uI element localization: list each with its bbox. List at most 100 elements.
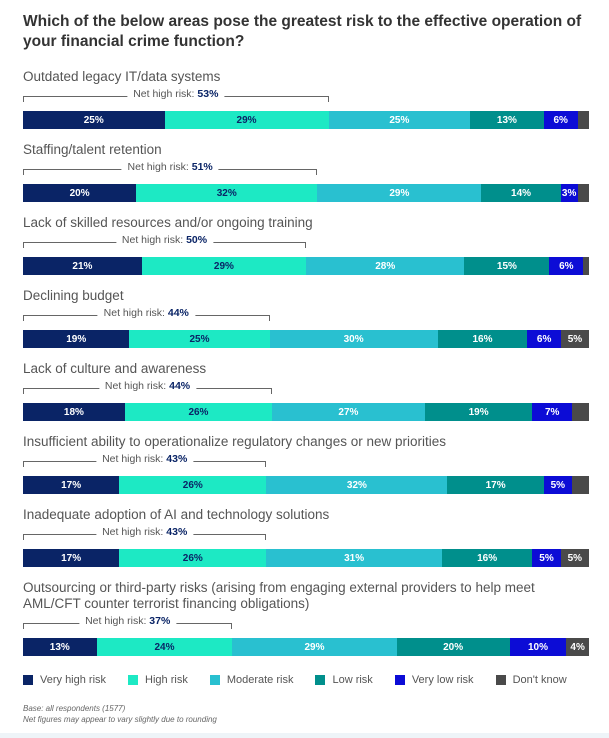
stacked-bar: 19% 25% 30% 16% 6% 5%	[23, 330, 589, 348]
bar-segment-low-risk: 20%	[396, 638, 510, 656]
bar-segment-low-risk: 14%	[481, 184, 561, 202]
net-high-risk-label: Net high risk: 44%	[97, 307, 195, 319]
bar-segment-low-risk: 13%	[470, 111, 544, 129]
net-high-risk-label: Net high risk: 50%	[115, 234, 214, 246]
bar-segment-don-t-know	[572, 476, 589, 494]
bar-segment-moderate-risk: 32%	[266, 476, 448, 494]
stacked-bar: 25% 29% 25% 13% 6%	[23, 111, 589, 129]
bar-segment-moderate-risk: 30%	[269, 330, 438, 348]
stacked-bar: 13% 24% 29% 20% 10% 4%	[23, 638, 589, 656]
legend-swatch	[23, 675, 33, 685]
net-high-risk-label: Net high risk: 37%	[79, 615, 177, 627]
bar-segment-moderate-risk: 31%	[266, 549, 442, 567]
bar-segment-very-low-risk: 5%	[532, 549, 561, 567]
bar-segment-very-high-risk: 17%	[23, 549, 120, 567]
net-high-risk-bracket: Net high risk: 50%	[23, 234, 306, 248]
category-label: Staffing/talent retention	[23, 142, 162, 157]
footnote-rounding: Net figures may appear to vary slightly …	[23, 715, 217, 724]
legend-label: Don't know	[512, 674, 567, 686]
bar-segment-moderate-risk: 27%	[272, 403, 425, 421]
legend-item: Don't know	[495, 674, 567, 686]
bar-segment-high-risk: 29%	[164, 111, 329, 129]
bar-segment-low-risk: 16%	[437, 330, 528, 348]
bar-segment-don-t-know: 4%	[566, 638, 589, 656]
bar-segment-very-low-risk: 6%	[549, 257, 584, 275]
net-high-risk-bracket: Net high risk: 44%	[23, 307, 270, 321]
bar-segment-very-low-risk: 6%	[527, 330, 561, 348]
bar-segment-low-risk: 19%	[424, 403, 533, 421]
bar-segment-high-risk: 26%	[124, 403, 273, 421]
footnote-base: Base: all respondents (1577)	[23, 704, 126, 713]
category-label: Insufficient ability to operationalize r…	[23, 434, 446, 449]
legend-label: Very low risk	[411, 674, 474, 686]
bar-segment-very-high-risk: 19%	[23, 330, 130, 348]
category-label: Outsourcing or third-party risks (arisin…	[23, 580, 535, 611]
legend-swatch	[495, 675, 506, 685]
stacked-bar: 21% 29% 28% 15% 6%	[23, 257, 589, 275]
bar-segment-don-t-know	[577, 111, 589, 129]
legend-swatch	[394, 675, 405, 685]
bar-segment-moderate-risk: 28%	[305, 257, 465, 275]
bar-segment-very-high-risk: 20%	[23, 184, 137, 202]
legend-swatch	[209, 675, 220, 685]
bar-segment-moderate-risk: 29%	[232, 638, 397, 656]
net-high-risk-bracket: Net high risk: 43%	[23, 526, 267, 540]
bar-segment-very-low-risk: 10%	[509, 638, 567, 656]
stacked-bar: 17% 26% 32% 17% 5%	[23, 476, 589, 494]
category-label: Outdated legacy IT/data systems	[23, 69, 221, 84]
legend-label: Very high risk	[40, 674, 107, 686]
net-high-risk-label: Net high risk: 43%	[96, 453, 194, 465]
legend-swatch	[315, 675, 326, 685]
legend-label: High risk	[145, 674, 188, 686]
net-high-risk-bracket: Net high risk: 53%	[23, 88, 329, 102]
bar-segment-don-t-know	[577, 184, 589, 202]
legend-swatch	[128, 675, 139, 685]
bar-segment-high-risk: 26%	[119, 549, 267, 567]
bar-segment-high-risk: 29%	[141, 257, 306, 275]
bar-segment-very-low-risk: 5%	[543, 476, 572, 494]
stacked-bar: 18% 26% 27% 19% 7%	[23, 403, 589, 421]
bar-segment-very-low-risk: 7%	[532, 403, 572, 421]
net-high-risk-label: Net high risk: 43%	[96, 526, 194, 538]
category-label: Declining budget	[23, 288, 124, 303]
bar-segment-very-high-risk: 25%	[23, 111, 165, 129]
bar-segment-moderate-risk: 29%	[317, 184, 482, 202]
legend-item: Moderate risk	[209, 674, 294, 686]
legend-item: High risk	[128, 674, 188, 686]
net-high-risk-label: Net high risk: 44%	[98, 380, 197, 392]
net-high-risk-label: Net high risk: 53%	[127, 88, 225, 100]
net-high-risk-bracket: Net high risk: 43%	[23, 453, 267, 467]
legend-item: Very high risk	[23, 674, 106, 686]
category-label: Inadequate adoption of AI and technology…	[23, 507, 330, 522]
chart-title: Which of the below areas pose the greate…	[23, 13, 582, 50]
legend-label: Moderate risk	[226, 674, 294, 686]
legend-item: Low risk	[315, 674, 373, 686]
bar-segment-very-low-risk: 3%	[560, 184, 578, 202]
bar-segment-moderate-risk: 25%	[328, 111, 471, 129]
bar-segment-don-t-know: 5%	[560, 549, 589, 567]
bar-segment-very-high-risk: 18%	[23, 403, 125, 421]
bar-segment-very-high-risk: 13%	[23, 638, 97, 656]
bar-segment-low-risk: 17%	[447, 476, 544, 494]
bar-segment-low-risk: 16%	[441, 549, 533, 567]
bar-segment-don-t-know	[571, 403, 589, 421]
net-high-risk-bracket: Net high risk: 44%	[23, 380, 273, 394]
footnotes: Base: all respondents (1577) Net figures…	[23, 703, 217, 725]
bar-segment-high-risk: 26%	[119, 476, 267, 494]
bar-segment-very-high-risk: 17%	[23, 476, 120, 494]
bar-segment-very-high-risk: 21%	[23, 257, 142, 275]
bar-segment-high-risk: 32%	[136, 184, 318, 202]
bar-segment-low-risk: 15%	[464, 257, 550, 275]
stacked-bar: 20% 32% 29% 14% 3%	[23, 184, 589, 202]
bar-segment-high-risk: 24%	[96, 638, 233, 656]
legend-label: Low risk	[332, 674, 373, 686]
bar-segment-don-t-know	[583, 257, 589, 275]
category-label: Lack of culture and awareness	[23, 361, 207, 376]
net-high-risk-bracket: Net high risk: 37%	[23, 615, 233, 629]
legend: Very high risk High risk Moderate risk Low …	[23, 674, 589, 686]
bar-segment-don-t-know: 5%	[560, 330, 589, 348]
stacked-bar: 17% 26% 31% 16% 5% 5%	[23, 549, 589, 567]
bottom-band	[0, 733, 609, 738]
net-high-risk-bracket: Net high risk: 51%	[23, 161, 318, 175]
bar-segment-high-risk: 25%	[129, 330, 270, 348]
